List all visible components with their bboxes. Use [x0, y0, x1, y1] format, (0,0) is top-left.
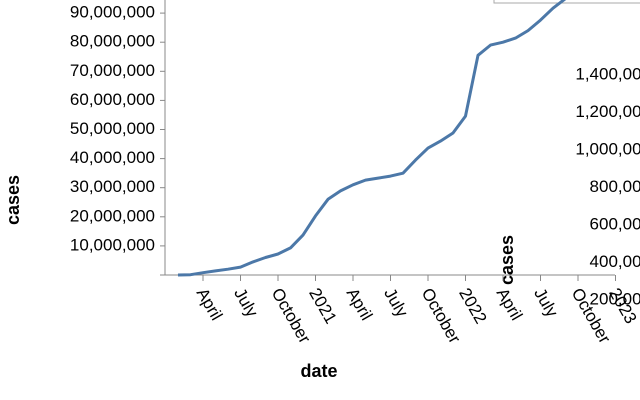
- y-tick-label: 70,000,000: [70, 61, 155, 80]
- y-tick-label-2: 1,000,000: [575, 139, 640, 158]
- y-tick-label: 80,000,000: [70, 32, 155, 51]
- y-tick-label-2: 1,200,000: [575, 102, 640, 121]
- y-axis-title-2: cases: [497, 235, 517, 285]
- y-tick-label-2: 1,400,000: [575, 64, 640, 83]
- y-tick-label: 40,000,000: [70, 148, 155, 167]
- x-tick-label: July: [530, 285, 562, 321]
- y-tick-label: 10,000,000: [70, 235, 155, 254]
- x-tick-label: July: [380, 285, 412, 321]
- y-tick-label: 90,000,000: [70, 3, 155, 22]
- y-tick-label-2: 200,000: [590, 289, 640, 308]
- x-tick-label: April: [343, 285, 376, 324]
- x-tick-label: 2022: [455, 285, 490, 327]
- x-axis-title: date: [300, 361, 337, 381]
- y-tick-label-2: 800,000: [590, 177, 640, 196]
- y-tick-label-2: 600,000: [590, 214, 640, 233]
- x-tick-label: April: [193, 285, 226, 324]
- y-tick-label: 60,000,000: [70, 90, 155, 109]
- y-tick-label: 30,000,000: [70, 177, 155, 196]
- y-tick-label: 50,000,000: [70, 119, 155, 138]
- x-tick-label: July: [230, 285, 262, 321]
- x-tick-label: 2021: [305, 285, 340, 327]
- x-tick-label: April: [493, 285, 526, 324]
- legend-box: [493, 0, 640, 4]
- y-tick-label: 20,000,000: [70, 206, 155, 225]
- y-tick-label-2: 400,000: [590, 252, 640, 271]
- y-axis-title: cases: [3, 175, 23, 225]
- series-line: [177, 0, 567, 277]
